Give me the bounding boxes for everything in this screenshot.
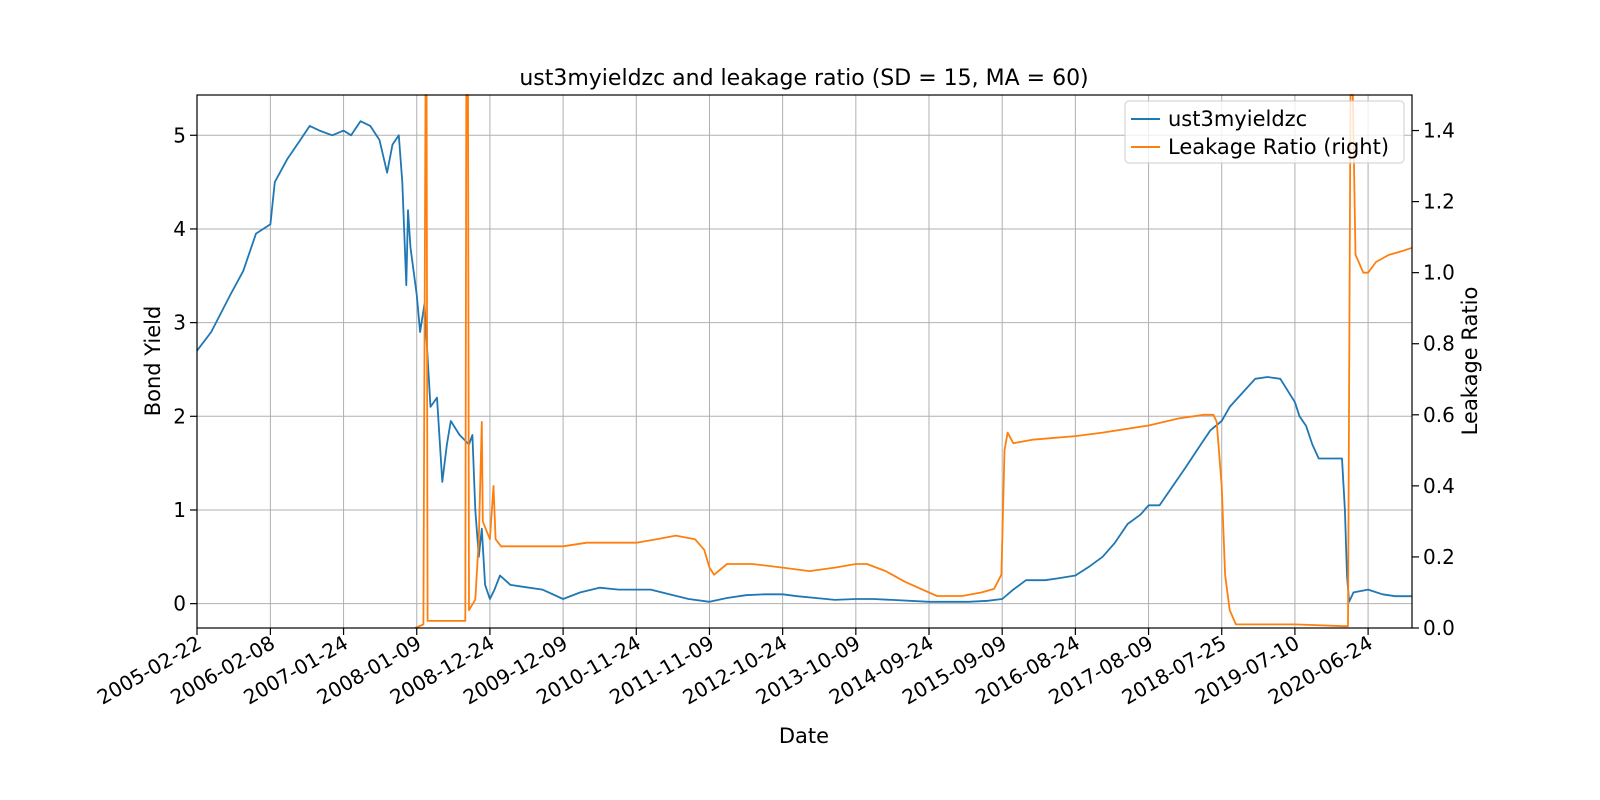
- series-layer: [196, 94, 1413, 629]
- series-line-ust3myieldzc: [196, 120, 1412, 603]
- legend-box: [1124, 100, 1405, 164]
- x-gridlines: [196, 95, 1369, 628]
- y-left-tick-label: 0: [173, 592, 186, 616]
- y-right-tick-label: 0.8: [1423, 332, 1455, 356]
- y-left-tick-label: 4: [173, 217, 186, 241]
- y-left-tick-label: 2: [173, 404, 186, 428]
- y-gridlines: [197, 134, 1412, 605]
- legend: ust3myieldzc Leakage Ratio (right): [1124, 100, 1405, 164]
- y-right-axis-ticks: 0.0 0.2 0.4 0.6 0.8 1.0 1.2 1.4: [1412, 119, 1455, 640]
- legend-label-ust3myieldzc: ust3myieldzc: [1168, 107, 1307, 131]
- y-left-tick-label: 3: [173, 311, 186, 335]
- y-right-tick-label: 0.6: [1423, 403, 1455, 427]
- y-right-tick-label: 0.2: [1423, 545, 1455, 569]
- x-axis-ticks: 2005-02-222006-02-082007-01-242008-01-09…: [93, 628, 1377, 709]
- y-right-axis-title: Leakage Ratio: [1458, 287, 1482, 436]
- y-right-tick-label: 1.0: [1423, 261, 1455, 285]
- x-axis-title: Date: [779, 724, 829, 748]
- plot-area-frame: [196, 94, 1413, 629]
- chart-title: ust3myieldzc and leakage ratio (SD = 15,…: [519, 66, 1088, 91]
- y-left-tick-label: 5: [173, 123, 186, 147]
- y-right-tick-label: 0.4: [1423, 474, 1455, 498]
- y-left-axis-ticks: 0 1 2 3 4 5: [173, 123, 197, 616]
- legend-label-leakage-ratio: Leakage Ratio (right): [1168, 135, 1389, 159]
- series-line-leakage-ratio: [414, 94, 1413, 629]
- y-right-tick-label: 1.2: [1423, 190, 1455, 214]
- y-left-axis-title: Bond Yield: [141, 306, 165, 417]
- y-right-tick-label: 0.0: [1423, 616, 1455, 640]
- y-right-tick-label: 1.4: [1423, 119, 1455, 143]
- y-left-tick-label: 1: [173, 498, 186, 522]
